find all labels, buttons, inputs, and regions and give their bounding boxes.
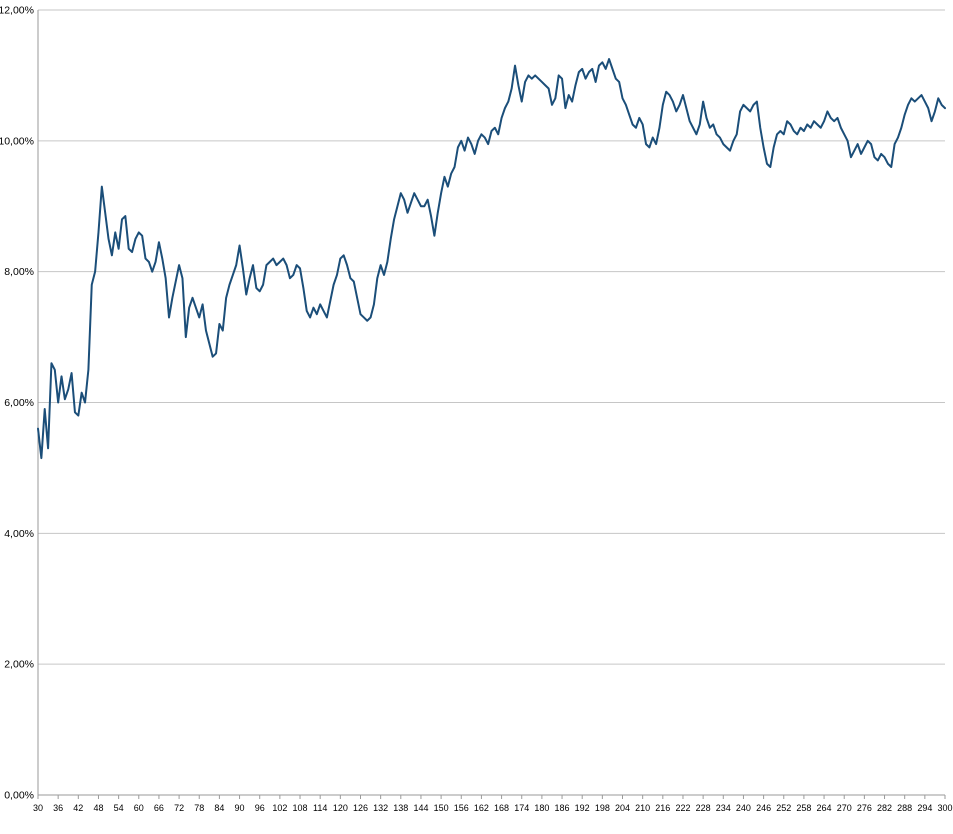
x-tick-label: 120 bbox=[333, 803, 348, 813]
x-tick-label: 108 bbox=[293, 803, 308, 813]
x-tick-label: 132 bbox=[373, 803, 388, 813]
x-tick-label: 162 bbox=[474, 803, 489, 813]
x-tick-label: 60 bbox=[134, 803, 144, 813]
y-tick-label: 8,00% bbox=[4, 266, 34, 278]
x-tick-label: 246 bbox=[756, 803, 771, 813]
x-tick-label: 96 bbox=[255, 803, 265, 813]
x-tick-label: 228 bbox=[696, 803, 711, 813]
x-tick-label: 78 bbox=[194, 803, 204, 813]
x-tick-label: 150 bbox=[434, 803, 449, 813]
x-tick-label: 270 bbox=[837, 803, 852, 813]
x-tick-label: 210 bbox=[635, 803, 650, 813]
x-tick-label: 186 bbox=[555, 803, 570, 813]
x-tick-label: 234 bbox=[716, 803, 731, 813]
x-tick-label: 264 bbox=[817, 803, 832, 813]
x-tick-label: 102 bbox=[272, 803, 287, 813]
x-tick-label: 198 bbox=[595, 803, 610, 813]
x-tick-label: 48 bbox=[93, 803, 103, 813]
x-tick-label: 276 bbox=[857, 803, 872, 813]
x-tick-label: 168 bbox=[494, 803, 509, 813]
x-tick-label: 300 bbox=[937, 803, 952, 813]
x-tick-label: 204 bbox=[615, 803, 630, 813]
x-tick-label: 36 bbox=[53, 803, 63, 813]
x-tick-label: 240 bbox=[736, 803, 751, 813]
x-tick-label: 72 bbox=[174, 803, 184, 813]
x-tick-label: 222 bbox=[675, 803, 690, 813]
x-tick-label: 126 bbox=[353, 803, 368, 813]
y-tick-label: 4,00% bbox=[4, 528, 34, 540]
x-tick-label: 84 bbox=[214, 803, 224, 813]
x-tick-label: 282 bbox=[877, 803, 892, 813]
y-tick-label: 12,00% bbox=[0, 5, 34, 17]
x-tick-label: 42 bbox=[73, 803, 83, 813]
x-tick-label: 90 bbox=[235, 803, 245, 813]
x-tick-label: 216 bbox=[655, 803, 670, 813]
y-tick-label: 2,00% bbox=[4, 659, 34, 671]
x-tick-label: 258 bbox=[796, 803, 811, 813]
x-tick-label: 66 bbox=[154, 803, 164, 813]
x-tick-label: 30 bbox=[33, 803, 43, 813]
x-tick-label: 288 bbox=[897, 803, 912, 813]
x-tick-label: 144 bbox=[413, 803, 428, 813]
y-tick-label: 10,00% bbox=[0, 135, 34, 147]
x-tick-label: 252 bbox=[776, 803, 791, 813]
x-tick-label: 156 bbox=[454, 803, 469, 813]
x-tick-label: 114 bbox=[313, 803, 327, 813]
data-series-line bbox=[37, 58, 946, 460]
x-tick-label: 54 bbox=[114, 803, 124, 813]
y-tick-label: 6,00% bbox=[4, 397, 34, 409]
x-tick-label: 180 bbox=[534, 803, 549, 813]
y-tick-label: 0,00% bbox=[4, 790, 34, 802]
x-tick-label: 192 bbox=[575, 803, 590, 813]
x-tick-label: 138 bbox=[393, 803, 408, 813]
x-tick-label: 294 bbox=[917, 803, 932, 813]
x-tick-label: 174 bbox=[514, 803, 529, 813]
